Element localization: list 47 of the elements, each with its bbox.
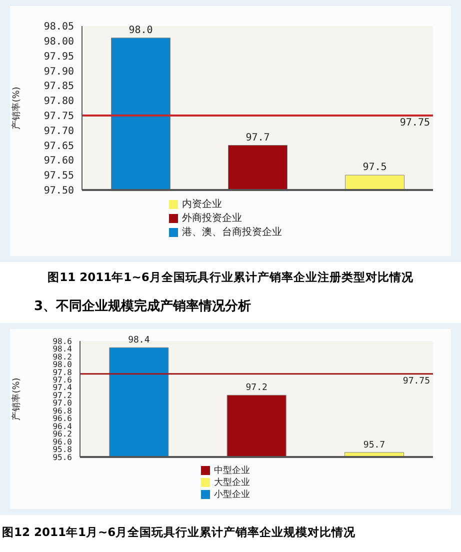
y-tick-label: 97.6 — [52, 376, 72, 385]
data-label: 97.5 — [362, 162, 387, 174]
legend-label: 外商投资企业 — [182, 213, 242, 224]
y-tick-label: 98.4 — [52, 344, 72, 354]
y-axis-title: 产销率(%) — [11, 86, 22, 130]
data-label: 97.7 — [246, 132, 270, 144]
y-tick-label: 97.65 — [44, 140, 74, 152]
y-tick-label: 98.00 — [44, 36, 74, 48]
data-label: 97.2 — [246, 383, 268, 394]
ref-line-label: 97.75 — [402, 376, 430, 386]
legend-label: 大型企业 — [214, 478, 250, 488]
legend-label: 中型企业 — [214, 466, 250, 476]
legend-label: 港、澳、台商投资企业 — [182, 227, 282, 238]
y-tick-label: 96.8 — [52, 406, 72, 416]
y-tick-label: 98.0 — [52, 360, 72, 370]
y-tick-label: 95.8 — [52, 445, 72, 454]
y-tick-label: 97.60 — [44, 156, 74, 167]
y-axis-title: 产销率(%) — [11, 378, 22, 420]
y-tick-label: 96.6 — [52, 414, 72, 424]
y-tick-label: 96.4 — [52, 422, 72, 431]
y-tick-label: 98.6 — [52, 336, 72, 346]
y-tick-label: 95.6 — [52, 452, 72, 462]
y-tick-label: 97.4 — [52, 383, 72, 392]
y-tick-label: 97.80 — [44, 96, 74, 108]
y-tick-label: 97.75 — [44, 111, 74, 122]
y-tick-label: 97.90 — [44, 66, 74, 78]
y-tick-label: 98.05 — [44, 22, 74, 33]
y-tick-label: 97.0 — [52, 398, 72, 408]
legend-label: 小型企业 — [214, 490, 250, 500]
data-label: 95.7 — [363, 440, 386, 450]
y-tick-label: 98.2 — [52, 352, 72, 362]
y-tick-label: 96.2 — [52, 430, 72, 439]
y-tick-label: 97.55 — [44, 170, 74, 182]
y-tick-label: 96.0 — [52, 437, 72, 446]
y-tick-label: 97.2 — [52, 390, 72, 400]
y-tick-label: 97.8 — [52, 368, 72, 377]
caption: 图11 2011年1~6月全国玩具行业累计产销率企业注册类型对比情况 — [46, 269, 414, 286]
data-label: 98.0 — [128, 24, 153, 36]
y-tick-label: 97.85 — [44, 81, 74, 92]
data-label: 98.4 — [128, 336, 150, 346]
y-tick-label: 97.95 — [44, 51, 74, 62]
chart-title: 3、不同企业规模完成产销率情况分析 — [33, 298, 252, 316]
y-tick-label: 97.70 — [44, 126, 74, 137]
caption: 图12 2011年1月~6月全国玩具行业累计产销率企业规模对比情况 — [1, 524, 357, 540]
ref-line-label: 97.75 — [400, 118, 430, 129]
y-tick-label: 97.50 — [44, 186, 74, 197]
legend-label: 内资企业 — [182, 199, 222, 210]
